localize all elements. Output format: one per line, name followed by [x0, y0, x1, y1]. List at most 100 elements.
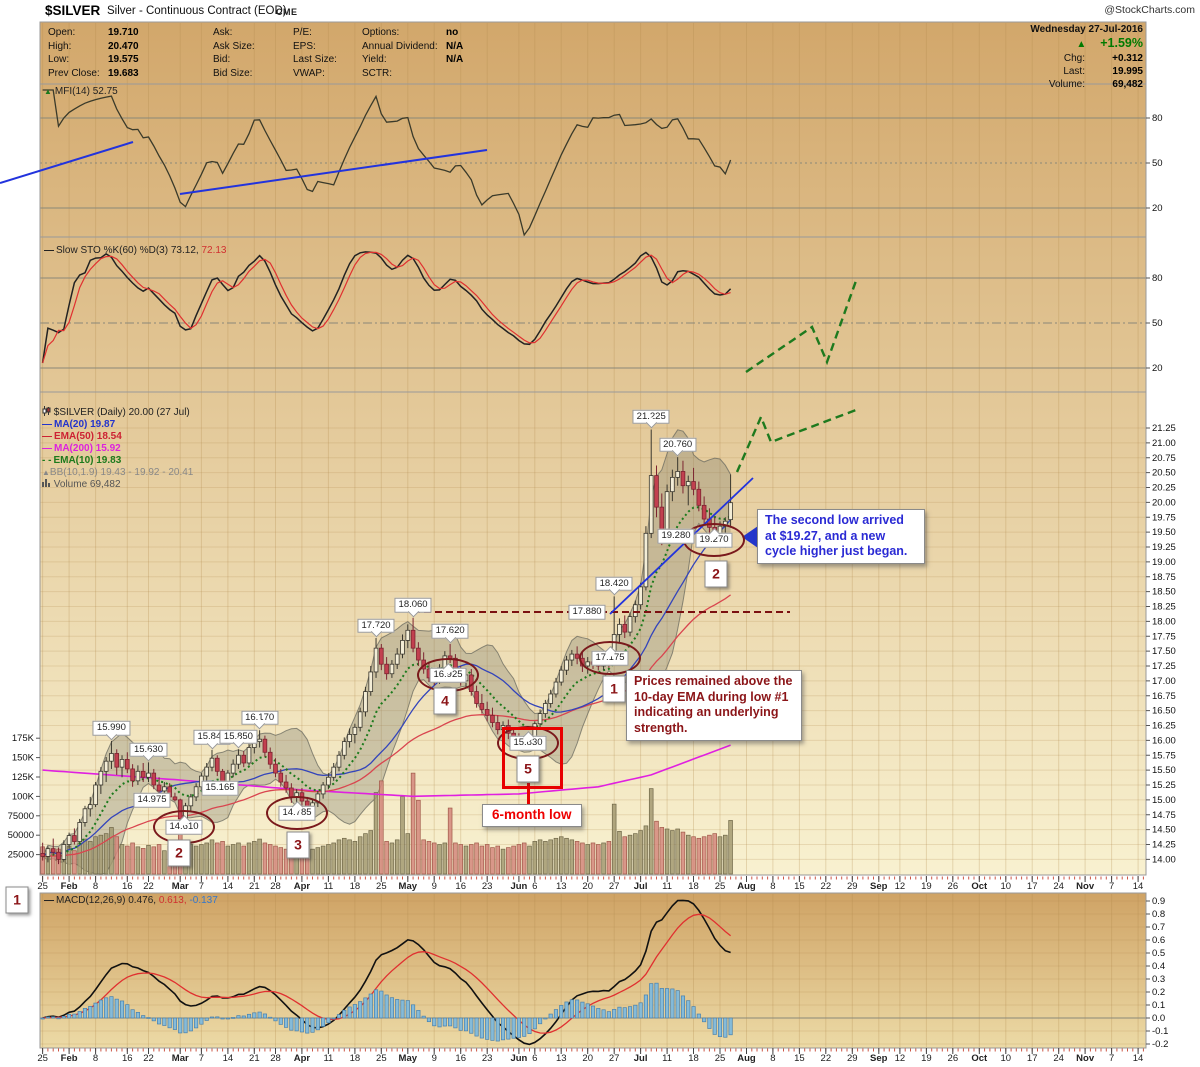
quote-label: Ask:: [213, 27, 233, 38]
svg-text:17.00: 17.00: [1152, 676, 1176, 687]
svg-text:15.50: 15.50: [1152, 765, 1176, 776]
svg-text:28: 28: [270, 1053, 281, 1064]
svg-text:17: 17: [1027, 881, 1038, 892]
svg-text:25: 25: [715, 881, 726, 892]
svg-text:20.00: 20.00: [1152, 497, 1176, 508]
quote-label: Low:: [48, 54, 70, 65]
svg-text:175K: 175K: [12, 733, 35, 744]
svg-text:21.25: 21.25: [1152, 423, 1176, 434]
quote-value: N/A: [446, 54, 464, 65]
price-callout: 19.280: [657, 528, 695, 544]
quote-value: 19.683: [108, 67, 139, 79]
svg-text:Oct: Oct: [971, 1053, 988, 1064]
stockcharts-credit: @StockCharts.com: [1104, 4, 1195, 16]
quote-label: Annual Dividend:: [362, 40, 438, 52]
svg-text:0.7: 0.7: [1152, 922, 1165, 933]
svg-text:17.25: 17.25: [1152, 661, 1176, 672]
bb-icon: ▲: [42, 468, 50, 477]
svg-text:24: 24: [1053, 1053, 1064, 1064]
svg-text:7: 7: [199, 1053, 204, 1064]
macd-histogram: [40, 982, 733, 1042]
cycle-number-box: 1: [602, 675, 626, 703]
price-callout: 17.620: [431, 624, 469, 639]
price-callout: 17.720: [357, 618, 395, 633]
panel-frames: [39, 21, 1147, 1049]
svg-text:9: 9: [432, 1053, 437, 1064]
svg-text:Sep: Sep: [870, 881, 888, 892]
svg-text:26: 26: [948, 1053, 959, 1064]
svg-text:18: 18: [350, 1053, 361, 1064]
svg-text:21: 21: [249, 1053, 260, 1064]
svg-text:18.50: 18.50: [1152, 587, 1176, 598]
svg-text:80: 80: [1152, 273, 1163, 284]
quote-summary: Wednesday 27-Jul-2016 ▲ +1.59% Chg: +0.312…: [1030, 23, 1143, 91]
svg-text:14.25: 14.25: [1152, 840, 1176, 851]
svg-text:15.00: 15.00: [1152, 795, 1176, 806]
candlesticks: [40, 429, 733, 865]
chg-label: Chg:: [1063, 53, 1085, 64]
svg-text:10: 10: [1000, 1053, 1011, 1064]
symbol: $SILVER: [45, 3, 101, 18]
svg-text:Nov: Nov: [1076, 881, 1095, 892]
ema50-line-icon: —: [42, 431, 52, 442]
svg-text:16.25: 16.25: [1152, 721, 1176, 732]
quote-label: Bid:: [213, 54, 231, 65]
svg-text:Feb: Feb: [61, 1053, 78, 1064]
low-circle-annotation: [266, 796, 328, 830]
volume-bars: [40, 772, 733, 875]
cycle-number-box: 2: [704, 560, 728, 588]
svg-text:17.75: 17.75: [1152, 631, 1176, 642]
svg-text:Apr: Apr: [294, 881, 311, 892]
annotation-second-low: The second low arrived at $19.27, and a …: [757, 509, 925, 564]
svg-text:Apr: Apr: [294, 1053, 311, 1064]
svg-text:12: 12: [895, 1053, 906, 1064]
svg-text:16: 16: [455, 881, 466, 892]
svg-text:19.25: 19.25: [1152, 542, 1176, 553]
svg-text:25: 25: [37, 881, 48, 892]
svg-text:0.9: 0.9: [1152, 896, 1165, 907]
quote-value: no: [446, 27, 459, 38]
quote-date: Wednesday 27-Jul-2016: [1030, 24, 1143, 35]
svg-text:Jul: Jul: [634, 1053, 648, 1064]
svg-text:20.75: 20.75: [1152, 453, 1176, 464]
line-icon: —: [44, 245, 54, 256]
ma200-line-icon: —: [42, 443, 52, 454]
quote-label: P/E:: [293, 27, 312, 38]
svg-text:6: 6: [532, 881, 537, 892]
svg-text:7: 7: [1109, 1053, 1114, 1064]
svg-text:25: 25: [715, 1053, 726, 1064]
svg-text:9: 9: [432, 881, 437, 892]
svg-text:27: 27: [609, 1053, 620, 1064]
price-callout: 18.420: [595, 576, 633, 592]
svg-text:16.00: 16.00: [1152, 735, 1176, 746]
quote-label: Options:: [362, 27, 400, 38]
svg-text:Oct: Oct: [971, 881, 988, 892]
svg-text:19: 19: [921, 1053, 932, 1064]
low-circle-annotation: [579, 641, 641, 675]
price-callout: 18.060: [394, 598, 432, 613]
price-callout: 17.175: [591, 650, 629, 666]
svg-text:15: 15: [794, 1053, 805, 1064]
cycle-number-box: 3: [286, 831, 310, 859]
price-callout: 15.630: [129, 742, 167, 758]
svg-text:18.75: 18.75: [1152, 572, 1176, 583]
svg-text:80: 80: [1152, 113, 1163, 124]
svg-text:Aug: Aug: [737, 1053, 756, 1064]
svg-text:May: May: [399, 1053, 418, 1064]
quote-column-prices: Open: 19.710 High: 20.470 Low: 19.575 Prev …: [48, 26, 139, 80]
svg-text:18: 18: [688, 1053, 699, 1064]
svg-text:0.2: 0.2: [1152, 987, 1165, 998]
six-month-low-pointer-line: [527, 783, 530, 806]
svg-text:20.25: 20.25: [1152, 483, 1176, 494]
quote-column-options: Options: no Annual Dividend: N/A Yield: N/A…: [362, 26, 463, 80]
candlestick-icon: [42, 406, 51, 416]
indicator-lines: [41, 89, 732, 1046]
svg-text:Mar: Mar: [172, 881, 189, 892]
price-callout: 20.760: [659, 437, 697, 452]
svg-text:-0.1: -0.1: [1152, 1026, 1168, 1037]
svg-text:15.75: 15.75: [1152, 750, 1176, 761]
quote-label: Last Size:: [293, 54, 337, 65]
price-callout: 15.850: [219, 729, 257, 745]
